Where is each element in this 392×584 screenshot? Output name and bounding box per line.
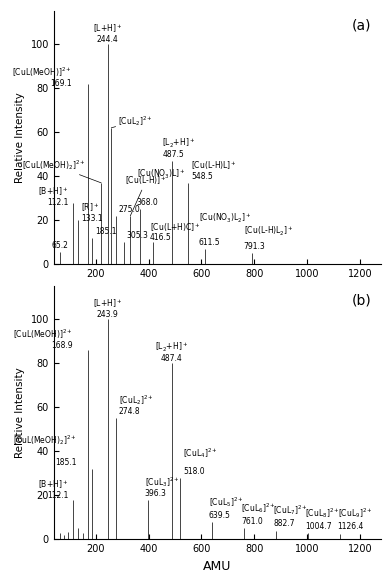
Text: [CuL$_6$]$^{2+}$: [CuL$_6$]$^{2+}$ [241,501,276,515]
Text: (a): (a) [352,19,371,33]
Text: [CuL$_9$]$^{2+}$: [CuL$_9$]$^{2+}$ [338,506,372,520]
Text: 65.2: 65.2 [52,241,69,250]
Text: 368.0: 368.0 [137,198,159,207]
Text: 243.9: 243.9 [97,310,118,319]
Y-axis label: Relative Intensity: Relative Intensity [15,92,25,183]
Text: 611.5: 611.5 [199,238,220,247]
Text: 761.0: 761.0 [241,517,263,526]
Text: [CuL$_2$]$^{2+}$: [CuL$_2$]$^{2+}$ [111,114,153,128]
Text: [Cu(L-H)L]$^+$: [Cu(L-H)L]$^+$ [191,159,237,172]
Text: [CuL(MeOH)$_2$]$^{2+}$: [CuL(MeOH)$_2$]$^{2+}$ [13,433,77,447]
Text: 305.3: 305.3 [126,231,148,240]
Text: [CuL(MeOH)]$^{2+}$: [CuL(MeOH)]$^{2+}$ [13,66,72,79]
Text: [B+H]$^+$: [B+H]$^+$ [38,478,68,491]
Text: [Cu(NO$_3$)L]$^+$: [Cu(NO$_3$)L]$^+$ [137,168,185,180]
Text: 396.3: 396.3 [145,489,167,498]
Text: [CuL$_8$]$^{2+}$: [CuL$_8$]$^{2+}$ [305,506,340,520]
Text: [CuL(MeOH)]$^{2+}$: [CuL(MeOH)]$^{2+}$ [13,328,73,341]
Text: [CuL$_2$]$^{2+}$: [CuL$_2$]$^{2+}$ [119,394,154,407]
Text: 487.4: 487.4 [161,354,183,363]
Text: [CuL$_4$]$^{2+}$: [CuL$_4$]$^{2+}$ [183,446,218,460]
Text: 548.5: 548.5 [191,172,213,180]
Text: [Cu(L-H)L$_2$]$^+$: [Cu(L-H)L$_2$]$^+$ [244,225,293,238]
Text: [L$_2$+H]$^+$: [L$_2$+H]$^+$ [155,341,189,354]
Text: 112.1: 112.1 [47,198,68,207]
Text: [Cu(NO$_3$)L$_2$]$^+$: [Cu(NO$_3$)L$_2$]$^+$ [199,211,251,225]
Text: [L+H]$^+$: [L+H]$^+$ [93,298,122,311]
Text: 133.1: 133.1 [82,214,103,223]
Text: 185.1: 185.1 [56,458,77,467]
Text: [CuL$_3$]$^{2+}$: [CuL$_3$]$^{2+}$ [145,475,180,489]
Text: 416.5: 416.5 [150,234,172,242]
Text: 1126.4: 1126.4 [338,522,364,531]
Text: 487.5: 487.5 [162,150,184,159]
X-axis label: AMU: AMU [203,560,232,573]
Text: 274.8: 274.8 [119,407,141,416]
Text: [CuL$_7$]$^{2+}$: [CuL$_7$]$^{2+}$ [273,503,308,517]
Text: [L+H]$^+$: [L+H]$^+$ [93,23,122,36]
Text: (b): (b) [351,294,371,308]
Text: 169.1: 169.1 [51,79,72,88]
Text: [L$_2$+H]$^+$: [L$_2$+H]$^+$ [162,137,196,150]
Text: 882.7: 882.7 [273,519,295,529]
Text: 1004.7: 1004.7 [305,522,332,531]
Text: [CuL(MeOH)$_2$]$^{2+}$: [CuL(MeOH)$_2$]$^{2+}$ [22,158,101,183]
Y-axis label: Relative Intensity: Relative Intensity [15,367,25,458]
Text: [Cu(L-H)]$^+$: [Cu(L-H)]$^+$ [125,175,167,216]
Text: 185.1: 185.1 [95,227,117,236]
Text: [B+H]$^+$: [B+H]$^+$ [38,186,68,199]
Text: [R]$^+$: [R]$^+$ [82,201,100,214]
Text: 168.9: 168.9 [51,341,73,350]
Text: 275.0: 275.0 [118,205,140,214]
Text: [CuL$_5$]$^{2+}$: [CuL$_5$]$^{2+}$ [209,495,243,509]
Text: 112.1: 112.1 [47,491,68,500]
Text: 791.3: 791.3 [244,242,265,251]
Text: 518.0: 518.0 [183,467,205,475]
Text: 244.4: 244.4 [97,35,118,44]
Text: [Cu(L+H)C]$^+$: [Cu(L+H)C]$^+$ [150,221,201,234]
Text: 639.5: 639.5 [209,510,231,520]
